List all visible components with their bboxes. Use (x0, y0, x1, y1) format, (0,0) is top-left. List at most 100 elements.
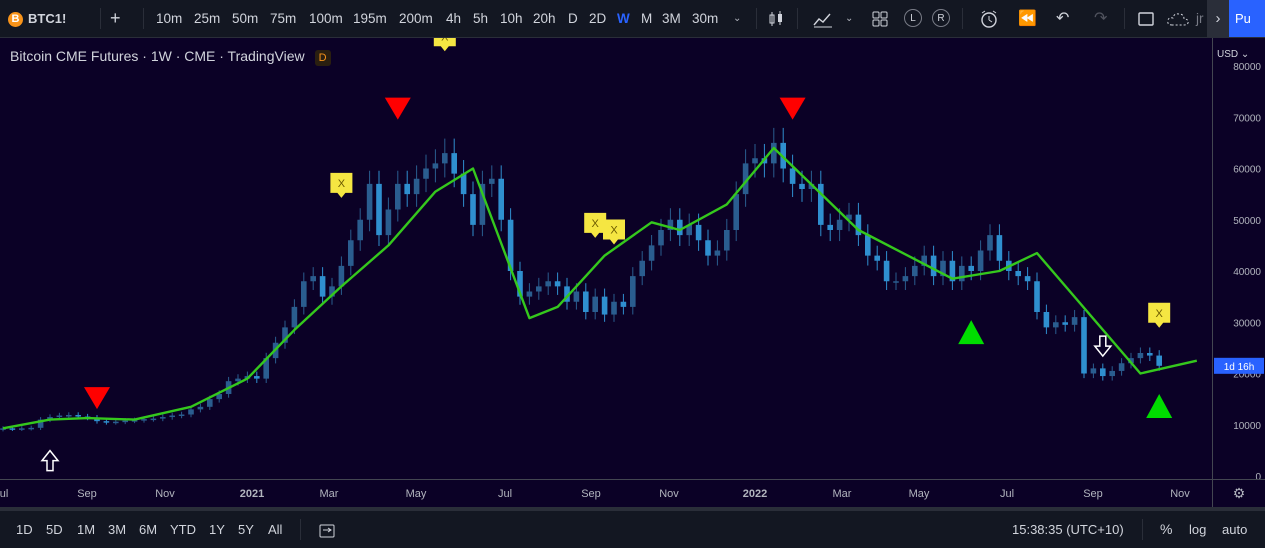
candle-body (1015, 271, 1021, 277)
alert-clock-icon[interactable] (979, 0, 999, 37)
short-position-button[interactable]: R (932, 9, 950, 27)
chart-legend: Bitcoin CME Futures · 1W · CME · Trading… (10, 48, 331, 66)
interval-d[interactable]: D (568, 11, 578, 26)
time-tick-label: Mar (320, 488, 339, 500)
candle-body (611, 301, 617, 315)
price-axis[interactable]: USD ⌄ 80000 70000 60000 50000 40000 30000 20000… (1212, 38, 1265, 483)
candle-body (686, 224, 692, 236)
publish-button[interactable]: Pu (1229, 0, 1265, 37)
interval-75m[interactable]: 75m (270, 11, 297, 26)
candle-body (639, 260, 645, 277)
redo-icon[interactable]: ↷ (1094, 10, 1108, 27)
candle-body (169, 415, 175, 418)
candle-body (949, 260, 956, 282)
interval-5h[interactable]: 5h (473, 11, 489, 26)
candle-body (141, 419, 147, 421)
price-tick-label: 20000 (1233, 370, 1261, 381)
candle-body (1071, 317, 1078, 325)
indicators-icon[interactable] (813, 0, 833, 37)
percent-toggle[interactable]: % (1160, 521, 1173, 537)
candle-body (677, 219, 683, 236)
interval-30m[interactable]: 30m (692, 11, 719, 26)
candle-body (413, 178, 420, 195)
time-axis[interactable]: ul Sep Nov 2021 Mar May Jul Sep Nov 2022 Mar May Jul… (0, 479, 1212, 507)
undo-icon[interactable]: ↶ (1056, 10, 1070, 27)
candle-body (75, 415, 81, 417)
settings-gear-icon[interactable]: ⚙ (1212, 479, 1265, 507)
divider (962, 8, 963, 29)
candle-body (470, 194, 476, 225)
range-1y[interactable]: 1Y (209, 522, 225, 537)
interval-4h[interactable]: 4h (446, 11, 462, 26)
candle-body (658, 230, 664, 246)
auto-toggle[interactable]: auto (1222, 522, 1248, 537)
range-5d[interactable]: 5D (46, 522, 63, 537)
range-6m[interactable]: 6M (139, 522, 158, 537)
range-3m[interactable]: 3M (108, 522, 127, 537)
candle-body (827, 224, 833, 230)
interval-50m[interactable]: 50m (232, 11, 259, 26)
candle-body (451, 153, 457, 174)
time-tick-label: Mar (833, 488, 852, 500)
candle-body (395, 183, 401, 210)
price-chart[interactable]: XXXXX (0, 26, 1212, 479)
time-tick-label: 2021 (240, 488, 264, 500)
cloud-save-icon[interactable] (1166, 0, 1192, 37)
interval-3m[interactable]: 3M (662, 11, 681, 26)
time-tick-label: 2022 (743, 488, 767, 500)
interval-200m[interactable]: 200m (399, 11, 433, 26)
candle-body (836, 219, 843, 230)
chevron-down-icon[interactable]: ⌄ (845, 13, 854, 24)
chevron-right-icon[interactable]: › (1207, 0, 1229, 37)
buy-signal-marker (1146, 394, 1173, 419)
time-tick-label: Sep (1083, 488, 1103, 500)
chart-pane[interactable]: XXXXX (0, 26, 1212, 479)
clock-label[interactable]: 15:38:35 (UTC+10) (1012, 522, 1124, 537)
goto-date-icon[interactable] (318, 511, 336, 548)
interval-w[interactable]: W (617, 11, 630, 26)
candle-body (1109, 370, 1115, 377)
candle-body (724, 230, 730, 251)
divider (1124, 8, 1125, 29)
candle-body (1062, 322, 1068, 325)
range-5y[interactable]: 5Y (238, 522, 254, 537)
interval-10m[interactable]: 10m (156, 11, 183, 26)
symbol-button[interactable]: B BTC1! (8, 0, 66, 37)
candle-body (1081, 317, 1087, 374)
add-symbol-icon[interactable]: + (110, 8, 121, 28)
chevron-down-icon[interactable]: ⌄ (733, 13, 742, 24)
interval-25m[interactable]: 25m (194, 11, 221, 26)
candle-body (940, 260, 946, 277)
interval-100m[interactable]: 100m (309, 11, 343, 26)
interval-195m[interactable]: 195m (353, 11, 387, 26)
candle-body (489, 178, 495, 184)
candle-body (423, 168, 429, 179)
candle-body (131, 420, 138, 422)
replay-icon[interactable]: ⏪ (1018, 10, 1037, 27)
range-all[interactable]: All (268, 522, 283, 537)
candle-body (583, 291, 589, 312)
range-1d[interactable]: 1D (16, 522, 33, 537)
range-1m[interactable]: 1M (77, 522, 96, 537)
candle-style-icon[interactable] (767, 0, 785, 37)
candle-body (1147, 353, 1153, 356)
interval-20h[interactable]: 20h (533, 11, 556, 26)
time-scale[interactable]: ul Sep Nov 2021 Mar May Jul Sep Nov 2022 Mar May Jul… (0, 480, 1212, 508)
exit-marker: X (1148, 302, 1171, 328)
exit-marker-label: X (592, 218, 600, 230)
range-ytd[interactable]: YTD (170, 522, 196, 537)
price-scale[interactable]: USD ⌄ 80000 70000 60000 50000 40000 30000 20000… (1213, 38, 1265, 483)
candle-body (282, 327, 288, 343)
interval-m[interactable]: M (641, 11, 653, 26)
layout-grid-icon[interactable] (871, 0, 889, 37)
interval-10h[interactable]: 10h (500, 11, 523, 26)
time-tick-label: Sep (77, 488, 97, 500)
fullscreen-icon[interactable] (1137, 0, 1155, 37)
long-position-button[interactable]: L (904, 9, 922, 27)
interval-2d[interactable]: 2D (589, 11, 607, 26)
log-toggle[interactable]: log (1189, 522, 1207, 537)
price-tick-label: 30000 (1233, 318, 1261, 329)
candle-body (28, 427, 34, 430)
currency-label: USD ⌄ (1217, 49, 1249, 60)
candle-body (404, 183, 410, 195)
